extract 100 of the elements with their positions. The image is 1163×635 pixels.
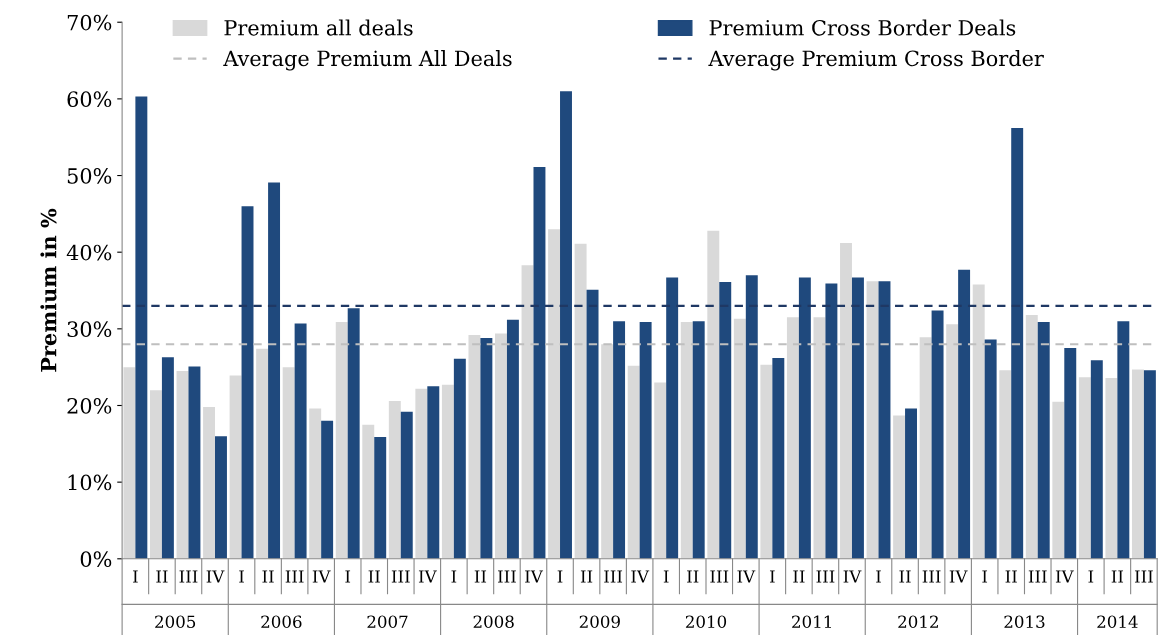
bar [388,400,401,559]
y-axis-title: Premium in % [40,208,57,372]
bar [400,411,413,559]
bar [335,321,348,559]
bar [521,265,534,559]
bar [999,370,1012,559]
bar [215,436,227,559]
x-tick-label: III [1134,570,1153,583]
bar [813,317,826,559]
bar [229,375,242,559]
bar [1037,321,1050,559]
bar [760,364,773,559]
bar [984,339,997,559]
bar [468,334,481,559]
bar [1064,348,1077,559]
x-tick-label: I [663,570,669,583]
bar [161,357,174,559]
x-tick-label: III [497,570,516,583]
bar [480,338,493,559]
bar [931,310,944,559]
bar [1090,360,1103,559]
bar [1078,377,1091,559]
x-tick-label: I [876,570,881,583]
bar [851,277,864,559]
x-tick-label: III [816,570,835,583]
bar [188,366,201,559]
text: 2005 [155,615,196,629]
bar [176,371,189,559]
x-tick-label: III [391,570,410,583]
bar [866,281,879,559]
bar [203,407,216,559]
bar [627,365,640,559]
x-tick-label: I [451,570,457,583]
bar [1025,315,1038,559]
bar [745,275,758,559]
x-tick-label: II [262,570,274,583]
bar [495,333,507,559]
x-tick-label: I [769,570,775,583]
bar [135,96,148,559]
text: 2010 [685,615,727,629]
bar [347,308,360,559]
bar [1105,377,1118,559]
bar [294,323,307,559]
bar [574,243,587,559]
bar [533,167,546,559]
bar [772,357,785,559]
y-tick-label: 30% [67,321,112,338]
text: 2014 [1097,615,1138,629]
bar [878,281,891,559]
x-tick-label: II [368,570,380,583]
bar [123,367,136,559]
bar [453,358,466,559]
x-tick-label: I [1088,570,1094,583]
x-tick-label: II [580,570,593,583]
x-tick-label: II [793,570,805,583]
bar [958,269,971,559]
legend-label: Average Premium All Deals [223,50,512,71]
bar [282,367,295,559]
y-tick-label: 20% [67,397,112,414]
bar [786,317,799,559]
x-tick-label: II [899,570,911,583]
y-tick-label: 40% [66,244,112,261]
bar [1052,401,1065,559]
x-tick-label: II [474,570,487,583]
bar [1131,369,1144,559]
x-tick-label: IV [949,570,968,583]
x-tick-label: III [1028,570,1047,583]
bar [707,230,720,559]
x-tick-label: II [1111,570,1124,583]
x-tick-label: II [156,570,168,583]
bar [798,277,811,559]
bar [905,408,917,559]
x-tick-label: III [285,570,304,583]
bar [654,382,667,559]
legend-label: Premium all deals [224,19,413,36]
x-tick-label: II [1005,570,1017,583]
bar [1117,321,1130,559]
bar [506,319,519,559]
x-tick-label: I [239,570,244,583]
text: 2013 [1004,615,1045,629]
bar [241,206,254,559]
bar [586,289,599,559]
bar [666,277,679,559]
bar [692,321,705,559]
bar [840,242,852,559]
bar [1143,370,1156,559]
bar [919,337,932,559]
text: 2011 [792,615,831,629]
x-tick-label: IV [843,570,862,583]
text: 2007 [367,615,408,629]
bar [149,390,162,559]
bar [972,284,985,559]
x-tick-label: IV [418,570,437,583]
bar [639,321,652,559]
y-tick-label: 10% [68,474,112,491]
x-tick-label: III [710,570,729,583]
bar [268,182,281,559]
bar [427,386,440,559]
bar [719,282,732,559]
bar [321,420,334,559]
